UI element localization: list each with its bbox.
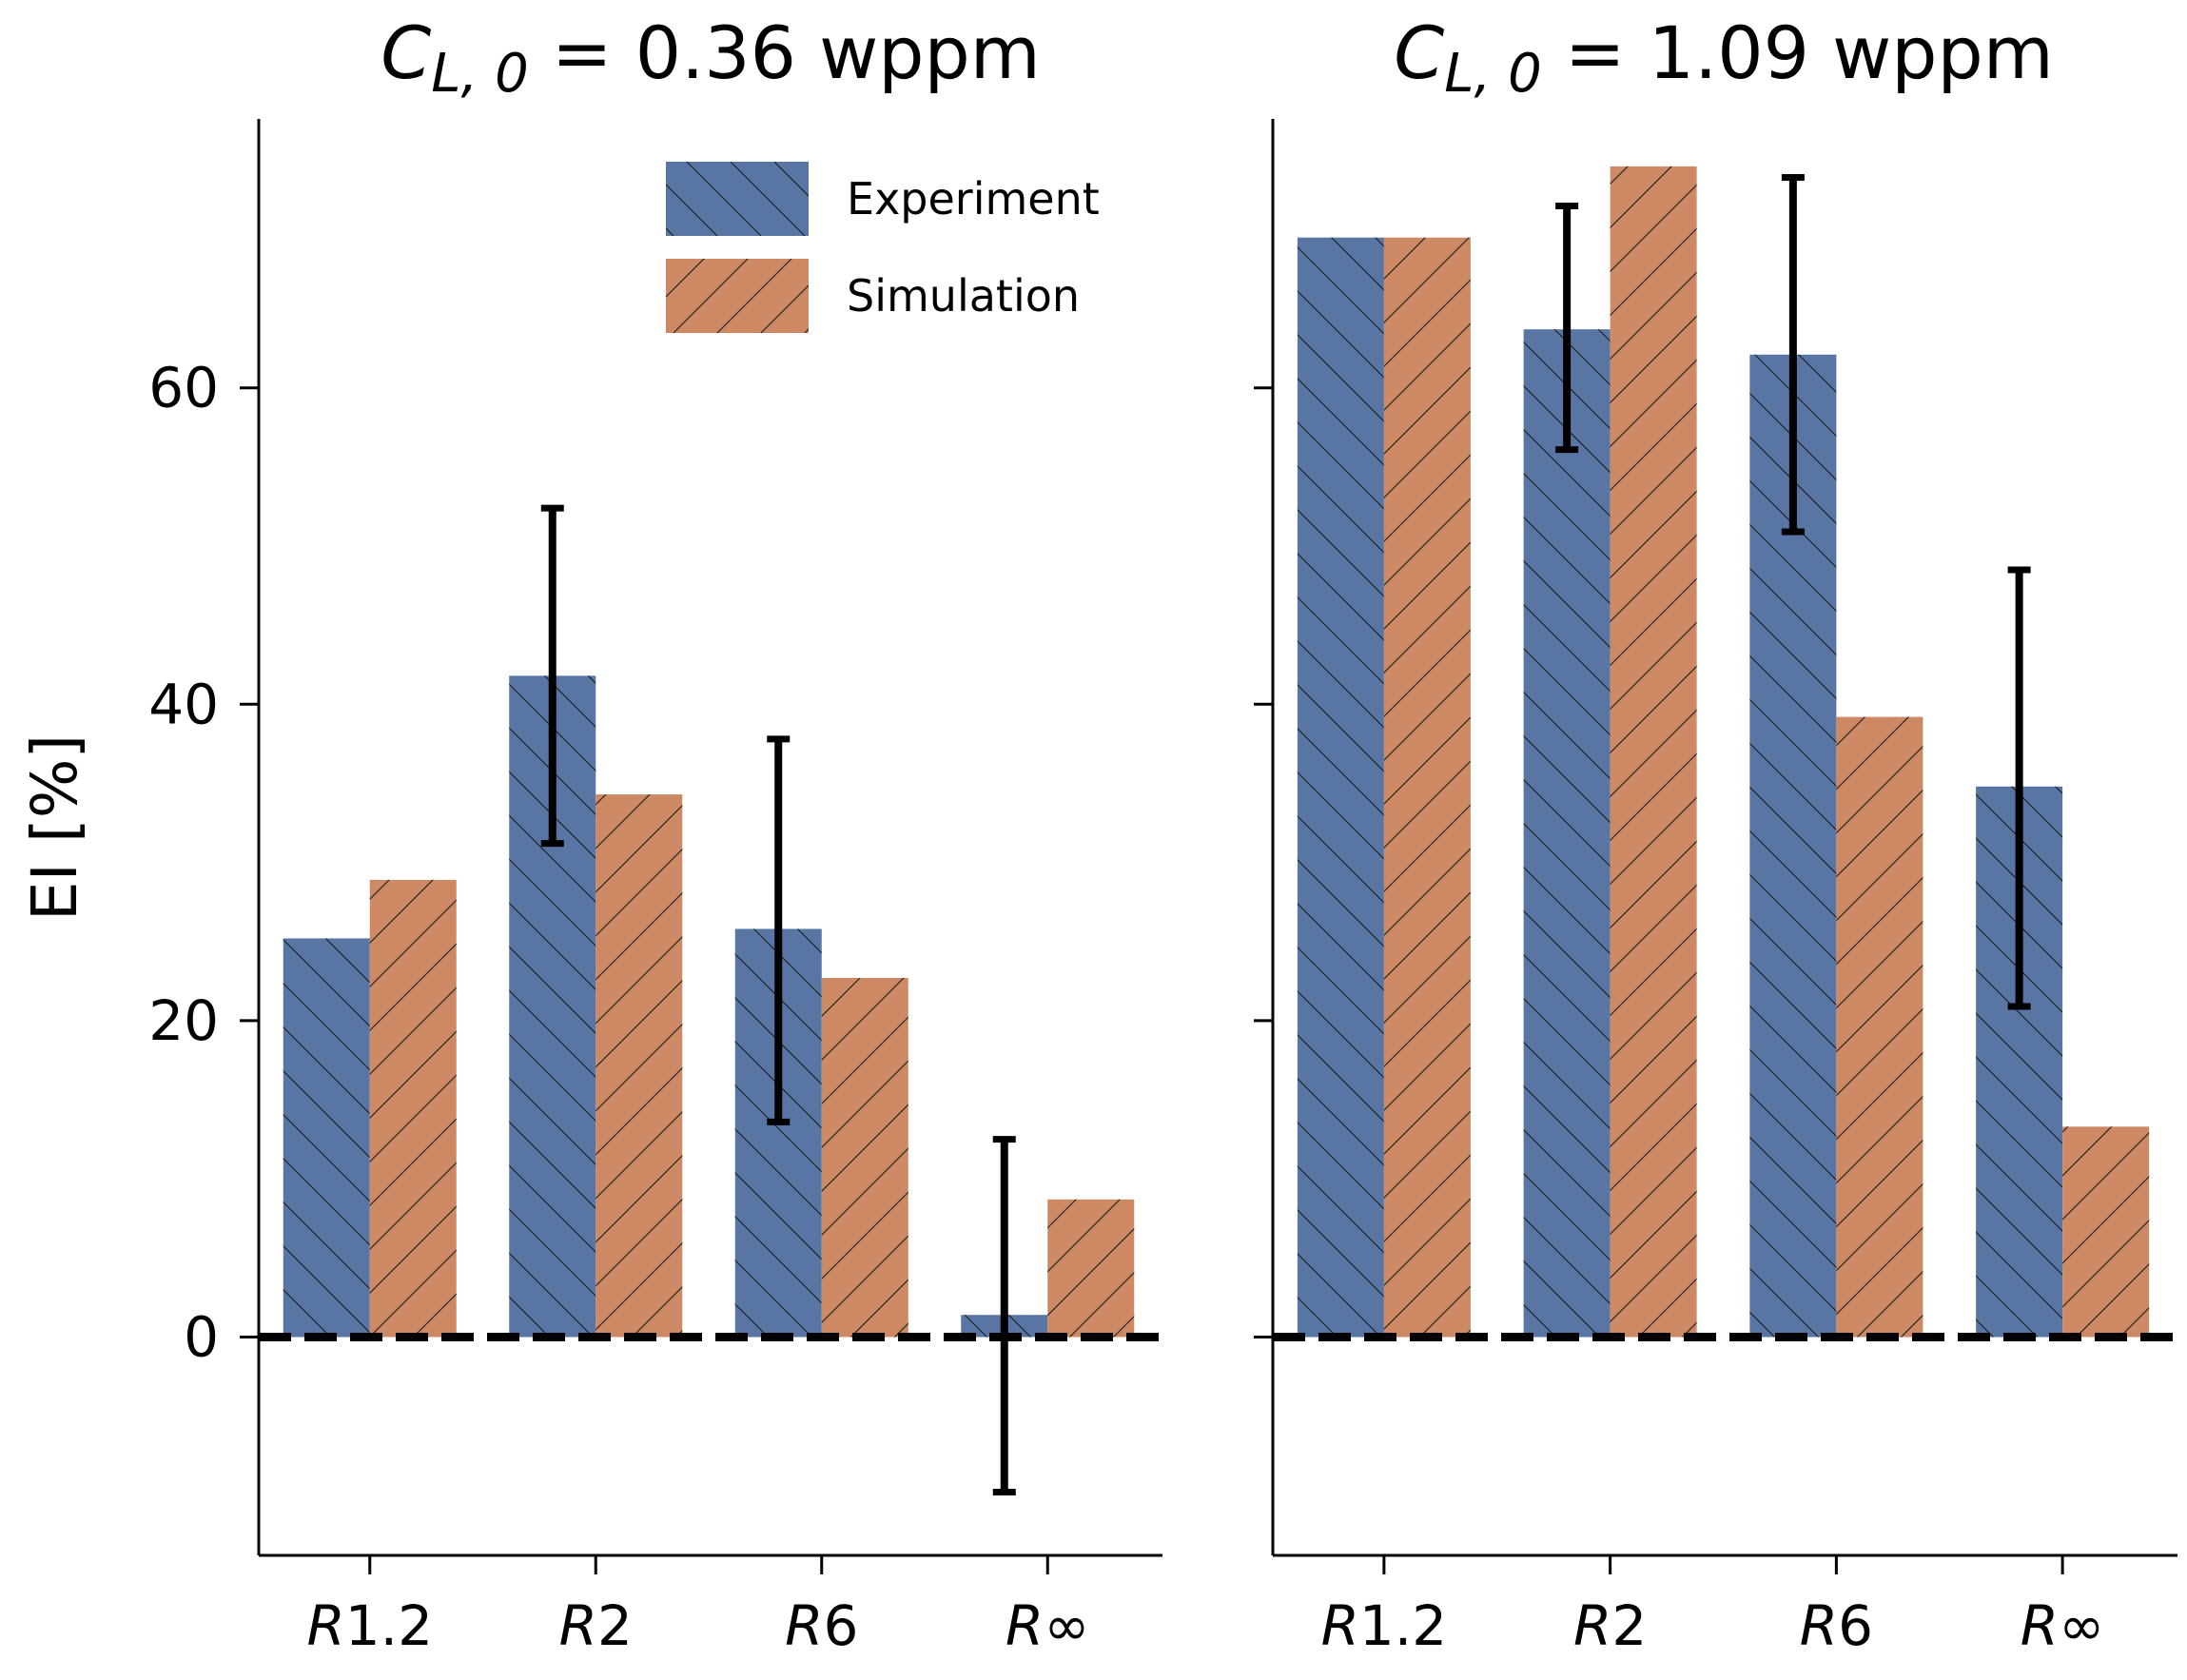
legend-swatch-hatch (666, 162, 809, 236)
bar-hatch-simulation-4 (1047, 1199, 1135, 1338)
error-bar-experiment-3 (767, 735, 791, 1125)
panel-2: CL, 0 = 1.09 wppm R1.2 R2 R6 R∞ (1254, 10, 2185, 1658)
x-tick-label: R∞ (1006, 1593, 1090, 1658)
error-bar-experiment-3 (1781, 174, 1805, 536)
error-bar-experiment-4 (992, 1136, 1016, 1495)
x-tick-label: R6 (785, 1593, 858, 1658)
title-variable: C (1394, 10, 1444, 95)
y-tick-label: 0 (184, 1305, 219, 1370)
x-tick-label: R2 (1573, 1593, 1647, 1658)
error-bar-experiment-2 (540, 504, 564, 848)
y-axis-label: EI [%] (18, 734, 91, 921)
legend-label-simulation: Simulation (847, 270, 1080, 322)
error-bar-experiment-2 (1555, 202, 1579, 454)
title-text: = 0.36 wppm (529, 10, 1041, 95)
title-variable: C (381, 10, 431, 95)
x-tick-label: R2 (559, 1593, 633, 1658)
bar-hatch-simulation-1 (369, 879, 457, 1338)
y-tick-label: 60 (148, 356, 219, 420)
bar-hatch-simulation-3 (821, 978, 908, 1338)
panel-title: CL, 0 = 0.36 wppm (381, 10, 1041, 105)
bar-hatch-simulation-1 (1383, 237, 1471, 1338)
bar-hatch-simulation-3 (1836, 716, 1923, 1338)
x-tick-label: R1.2 (1321, 1593, 1448, 1658)
bar-hatch-experiment-1 (1297, 237, 1384, 1338)
legend: Experiment Simulation (666, 162, 1100, 333)
y-tick-label: 20 (148, 988, 219, 1053)
bar-hatch-experiment-1 (283, 938, 370, 1338)
title-subscript: L, 0 (1444, 43, 1541, 105)
panel-title: CL, 0 = 1.09 wppm (1394, 10, 2054, 105)
bar-hatch-experiment-2 (1523, 329, 1611, 1338)
y-tick-label: 40 (148, 672, 219, 736)
bar-hatch-simulation-4 (2062, 1126, 2150, 1338)
title-text: = 1.09 wppm (1542, 10, 2054, 95)
panel-1: CL, 0 = 0.36 wppm 0 20 40 60 R1.2 R2 R6 R∞ EI [%]… (18, 10, 1170, 1658)
error-bar-experiment-4 (2007, 566, 2031, 1010)
legend-label-experiment: Experiment (847, 173, 1100, 225)
x-tick-label: R1.2 (306, 1593, 433, 1658)
x-tick-label: R∞ (2021, 1593, 2105, 1658)
x-tick-label: R6 (1800, 1593, 1873, 1658)
legend-swatch-hatch (666, 259, 809, 333)
title-subscript: L, 0 (431, 43, 528, 105)
bar-hatch-simulation-2 (596, 794, 683, 1338)
bar-hatch-simulation-2 (1610, 166, 1697, 1338)
